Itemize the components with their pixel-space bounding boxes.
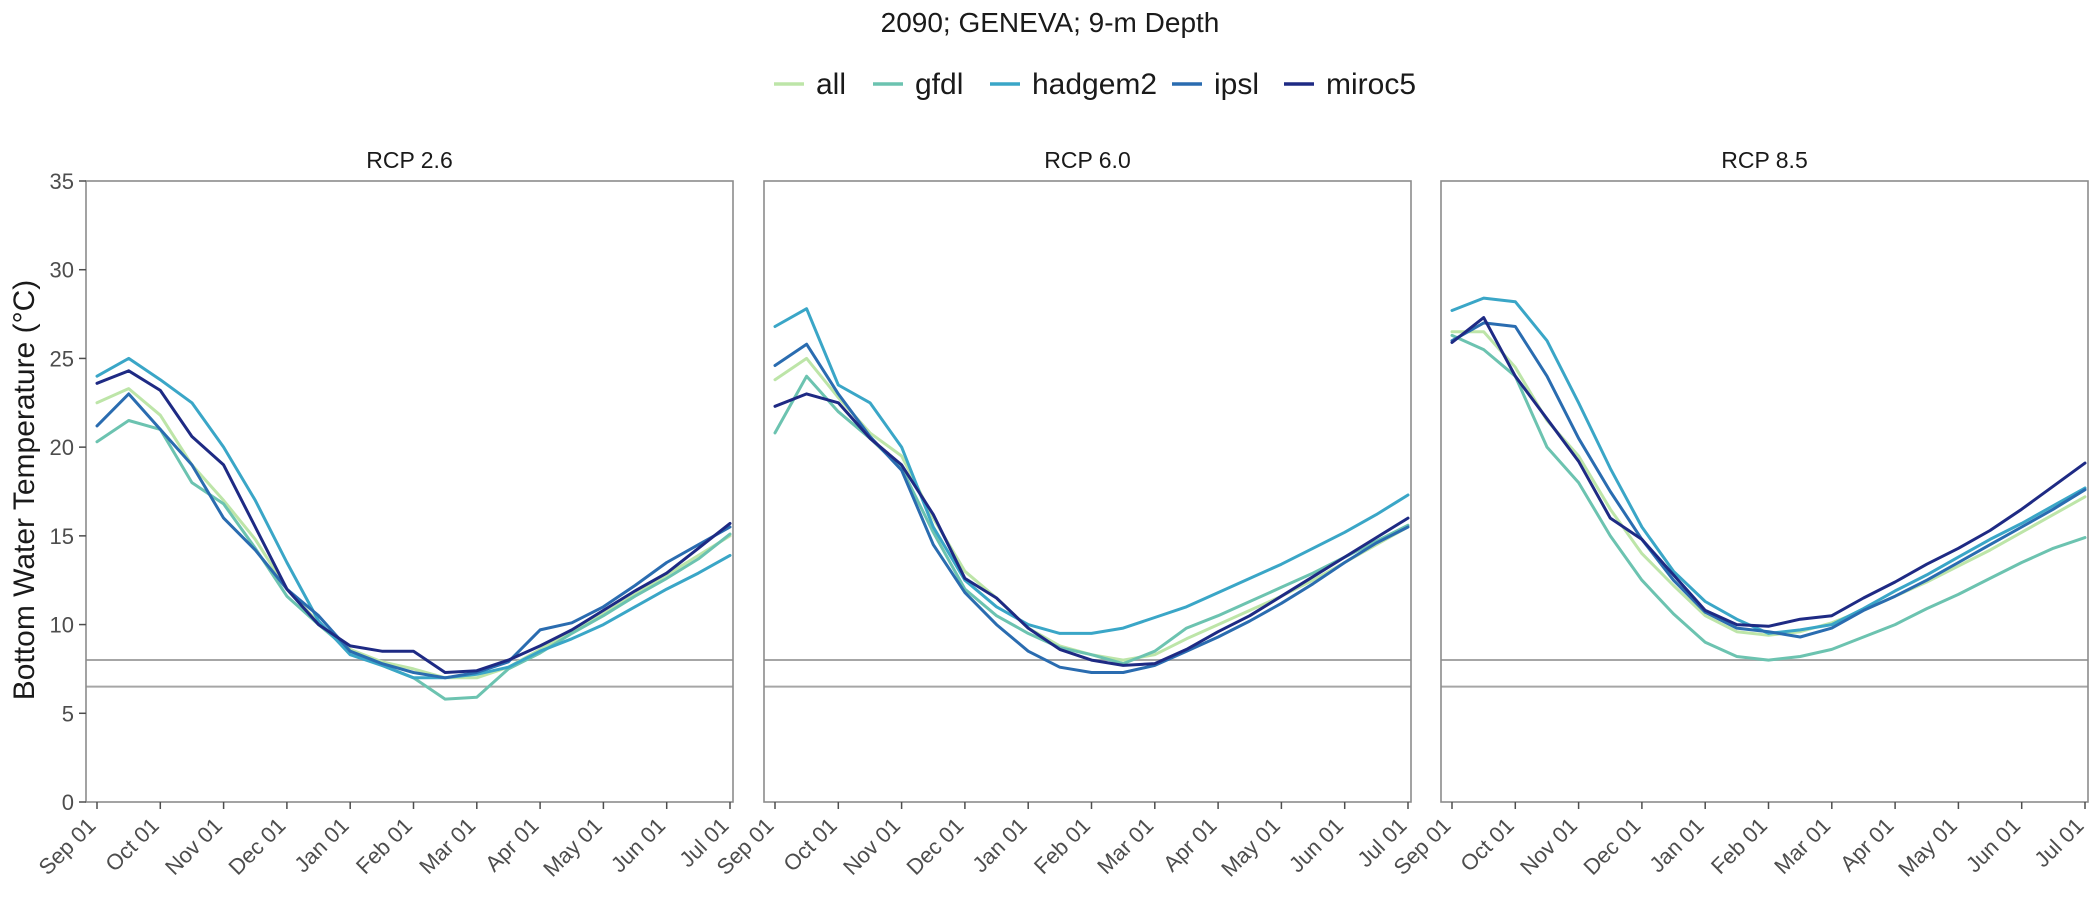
series-line-ipsl — [95, 392, 732, 680]
series-line-hadgem2 — [773, 307, 1410, 635]
x-tick-label: Jan 01 — [967, 813, 1031, 877]
series-line-hadgem2 — [95, 356, 732, 680]
series-line-hadgem2 — [1450, 296, 2087, 635]
x-tick-label: Apr 01 — [480, 813, 544, 877]
y-tick-label: 0 — [62, 790, 74, 815]
y-tick-label: 15 — [50, 524, 74, 549]
legend-label-hadgem2: hadgem2 — [1032, 68, 1157, 101]
x-tick-label: May 01 — [1893, 813, 1962, 882]
series-line-ipsl — [1450, 321, 2087, 639]
x-tick-label: Jun 01 — [606, 813, 670, 877]
y-tick-label: 30 — [50, 258, 74, 283]
chart-title: 2090; GENEVA; 9-m Depth — [881, 7, 1220, 38]
x-tick-label: Nov 01 — [160, 813, 227, 880]
panel-frame — [85, 180, 734, 803]
legend-label-all: all — [816, 68, 846, 101]
x-tick-label: Oct 01 — [778, 813, 842, 877]
y-tick-label: 35 — [50, 169, 74, 194]
x-tick-label: May 01 — [538, 813, 607, 882]
series-line-gfdl — [1450, 333, 2087, 662]
series-line-gfdl — [773, 374, 1410, 666]
x-tick-label: Jun 01 — [1284, 813, 1348, 877]
x-tick-label: Oct 01 — [1455, 813, 1519, 877]
series-line-miroc5 — [95, 369, 732, 674]
series-line-ipsl — [773, 342, 1410, 674]
x-tick-label: Mar 01 — [1092, 813, 1158, 879]
panel-title-rcp-2-6: RCP 2.6 — [366, 147, 453, 173]
x-tick-label: Apr 01 — [1835, 813, 1899, 877]
panel-frame — [1440, 180, 2089, 803]
x-tick-label: Dec 01 — [223, 813, 290, 880]
x-tick-label: Nov 01 — [1515, 813, 1582, 880]
x-tick-label: Feb 01 — [1706, 813, 1772, 879]
x-tick-label: Feb 01 — [351, 813, 417, 879]
y-tick-label: 10 — [50, 613, 74, 638]
x-tick-label: Apr 01 — [1158, 813, 1222, 877]
x-tick-label: Feb 01 — [1029, 813, 1095, 879]
series-line-all — [95, 387, 732, 680]
y-axis-label: Bottom Water Temperature (°C) — [8, 280, 41, 700]
x-tick-label: Nov 01 — [838, 813, 905, 880]
chart-legend: all gfdl hadgem2 ipsl miroc5 — [774, 68, 1416, 101]
panel-title-rcp-6-0: RCP 6.0 — [1044, 147, 1131, 173]
x-tick-label: Oct 01 — [100, 813, 164, 877]
y-tick-label: 25 — [50, 346, 74, 371]
y-tick-label: 5 — [62, 701, 74, 726]
x-tick-label: Sep 01 — [34, 813, 101, 880]
x-tick-label: Jun 01 — [1961, 813, 2025, 877]
series-line-miroc5 — [1450, 316, 2087, 628]
x-tick-label: Dec 01 — [901, 813, 968, 880]
panel-title-rcp-8-5: RCP 8.5 — [1721, 147, 1808, 173]
x-tick-label: Mar 01 — [414, 813, 480, 879]
legend-label-ipsl: ipsl — [1214, 68, 1259, 101]
series-line-miroc5 — [773, 392, 1410, 667]
x-tick-label: Jul 01 — [2029, 813, 2088, 872]
panel-frame — [763, 180, 1412, 803]
x-tick-label: Jan 01 — [1644, 813, 1708, 877]
x-tick-label: Dec 01 — [1578, 813, 1645, 880]
legend-label-miroc5: miroc5 — [1326, 68, 1416, 101]
legend-label-gfdl: gfdl — [915, 68, 963, 101]
y-tick-label: 20 — [50, 435, 74, 460]
x-tick-label: May 01 — [1216, 813, 1285, 882]
x-tick-label: Mar 01 — [1769, 813, 1835, 879]
x-tick-label: Jan 01 — [289, 813, 353, 877]
